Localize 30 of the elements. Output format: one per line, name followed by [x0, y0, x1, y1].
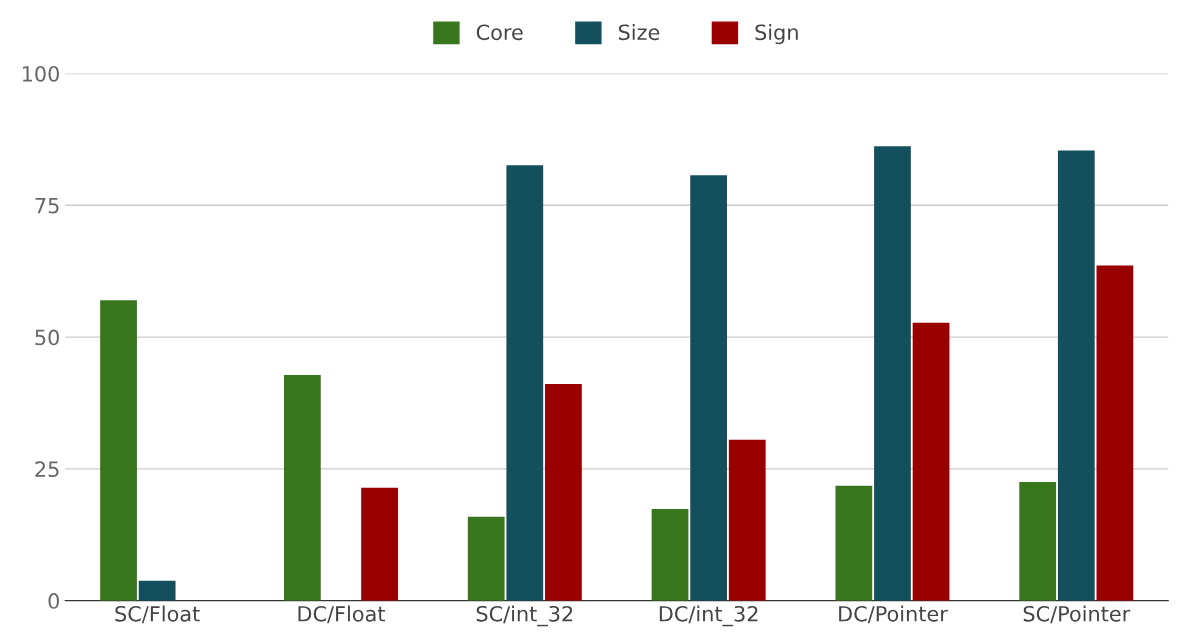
bar — [874, 146, 911, 601]
bar — [1057, 150, 1095, 601]
y-tick-label: 25 — [35, 461, 59, 478]
bar — [690, 175, 728, 601]
x-tick-label: DC/Pointer — [839, 605, 948, 624]
y-tick-label: 75 — [35, 198, 59, 214]
legend-label: Core — [476, 24, 523, 41]
y-tick-label: 0 — [48, 593, 59, 609]
y-tick-label: 100 — [22, 65, 59, 82]
bar — [1019, 482, 1057, 601]
y-tick-label: 50 — [35, 329, 59, 346]
legend-label: Size — [618, 24, 660, 41]
bar — [100, 300, 137, 601]
x-tick-label: SC/Pointer — [1023, 605, 1131, 624]
bar — [651, 508, 689, 601]
bar — [1096, 265, 1134, 601]
x-tick-label: SC/Float — [115, 605, 200, 624]
bar — [361, 487, 398, 601]
bar — [467, 516, 505, 601]
legend-label: Sign — [755, 24, 798, 45]
bar — [138, 580, 176, 601]
x-tick-label: DC/int_32 — [659, 605, 758, 627]
bar — [506, 165, 544, 601]
bar — [728, 439, 766, 601]
bar — [835, 485, 873, 601]
x-tick-label: SC/int_32 — [476, 605, 573, 627]
x-tick-label: DC/Float — [298, 605, 386, 624]
bar — [912, 322, 950, 601]
bar — [283, 375, 321, 601]
bar — [545, 383, 582, 601]
